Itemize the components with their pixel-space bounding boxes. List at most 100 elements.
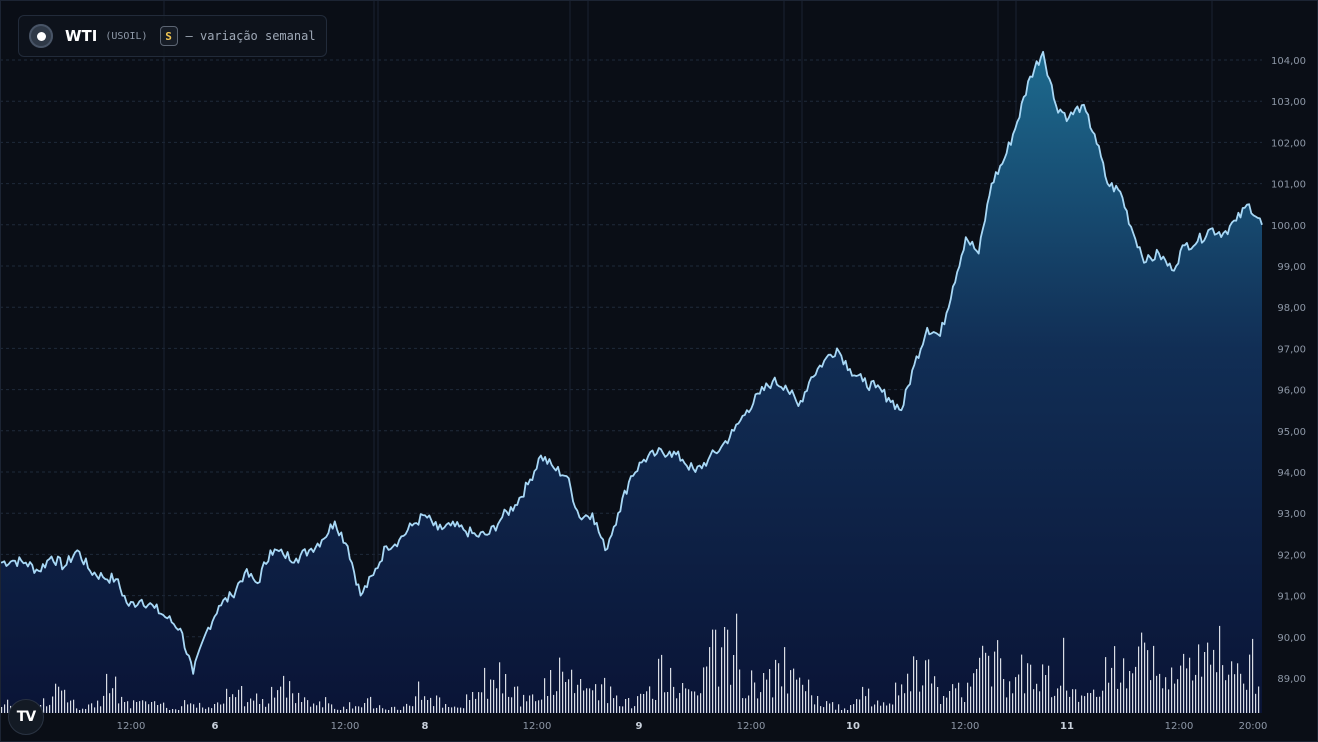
volume-bar <box>202 707 204 713</box>
volume-bar <box>721 647 723 713</box>
volume-bar <box>925 660 927 713</box>
volume-bar <box>52 696 54 713</box>
source-badge[interactable]: S <box>159 26 178 46</box>
volume-bar <box>907 673 909 713</box>
volume-bar <box>865 696 867 713</box>
symbol-legend[interactable]: WTI (USOIL) S — variação semanal <box>18 15 327 57</box>
volume-bar <box>238 689 240 713</box>
volume-bar <box>979 657 981 713</box>
volume-bar <box>379 705 381 713</box>
volume-bar <box>604 677 606 713</box>
volume-bar <box>424 696 426 713</box>
volume-bar <box>472 692 474 713</box>
volume-bar <box>871 706 873 713</box>
volume-bar <box>1054 695 1056 713</box>
volume-bar <box>793 668 795 713</box>
volume-bar <box>325 697 327 713</box>
x-tick-label: 12:00 <box>117 721 146 732</box>
x-tick-label: 12:00 <box>331 721 360 732</box>
volume-bar <box>703 667 705 713</box>
volume-bar <box>529 695 531 713</box>
volume-bar <box>511 697 513 713</box>
volume-bar <box>748 695 750 713</box>
volume-bar <box>739 669 741 713</box>
volume-bar <box>820 706 822 713</box>
volume-bar <box>136 702 138 713</box>
volume-bar <box>469 700 471 713</box>
volume-bar <box>1177 679 1179 713</box>
volume-bar <box>457 707 459 713</box>
volume-bar <box>1078 701 1080 713</box>
volume-bar <box>544 678 546 713</box>
price-line <box>0 50 1263 675</box>
volume-bar <box>1015 677 1017 713</box>
volume-bar <box>685 688 687 713</box>
volume-bar <box>1006 697 1008 713</box>
volume-bar <box>256 693 258 713</box>
x-tick-label: 12:00 <box>1165 721 1194 732</box>
volume-bar <box>367 698 369 713</box>
volume-bar <box>1069 696 1071 713</box>
x-tick-label: 12:00 <box>951 721 980 732</box>
volume-bar <box>73 699 75 713</box>
volume-bar <box>1081 695 1083 713</box>
volume-bar <box>1042 664 1044 713</box>
volume-bar <box>64 689 66 713</box>
volume-bar <box>616 695 618 713</box>
volume-bar <box>196 707 198 713</box>
volume-bar <box>265 706 267 713</box>
volume-bar <box>502 693 504 713</box>
volume-bar <box>916 660 918 713</box>
volume-bar <box>352 708 354 713</box>
volume-bar <box>769 669 771 713</box>
volume-bar <box>211 708 213 713</box>
volume-bar <box>712 629 714 713</box>
volume-bar <box>127 701 129 713</box>
x-tick-label: 12:00 <box>523 721 552 732</box>
volume-bar <box>253 700 255 713</box>
volume-bar <box>1246 689 1248 713</box>
volume-bar <box>1147 650 1149 713</box>
volume-bar <box>571 669 573 713</box>
volume-bar <box>229 697 231 713</box>
volume-bar <box>184 700 186 713</box>
volume-bar <box>1228 674 1230 713</box>
volume-bar <box>733 655 735 713</box>
volume-bar <box>181 706 183 713</box>
volume-bar <box>898 695 900 713</box>
volume-bar <box>301 702 303 713</box>
volume-bar <box>718 686 720 713</box>
volume-bar <box>649 686 651 713</box>
volume-bar <box>481 692 483 713</box>
volume-bar <box>1087 692 1089 713</box>
volume-bar <box>1084 696 1086 713</box>
volume-bar <box>385 709 387 713</box>
y-tick-label: 90,00 <box>1277 633 1306 644</box>
tradingview-logo[interactable]: TV <box>8 699 44 735</box>
volume-bar <box>607 703 609 713</box>
volume-bar <box>958 682 960 713</box>
volume-bar <box>670 667 672 713</box>
volume-bar <box>847 710 849 713</box>
volume-bar <box>946 697 948 713</box>
volume-bar <box>574 693 576 713</box>
volume-bar <box>1207 642 1209 713</box>
volume-bar <box>1168 689 1170 713</box>
volume-bar <box>1210 664 1212 713</box>
volume-bar <box>1234 674 1236 713</box>
volume-bar <box>508 696 510 713</box>
volume-bar <box>601 684 603 713</box>
volume-bar <box>109 693 111 713</box>
volume-bar <box>1195 674 1197 713</box>
volume-bar <box>7 699 9 713</box>
volume-bar <box>496 688 498 713</box>
volume-bar <box>523 694 525 713</box>
volume-bar <box>451 707 453 713</box>
volume-bar <box>931 683 933 713</box>
volume-bar <box>193 704 195 713</box>
volume-bar <box>292 693 294 713</box>
volume-bar <box>895 682 897 713</box>
y-tick-label: 95,00 <box>1277 427 1306 438</box>
volume-bar <box>694 691 696 713</box>
